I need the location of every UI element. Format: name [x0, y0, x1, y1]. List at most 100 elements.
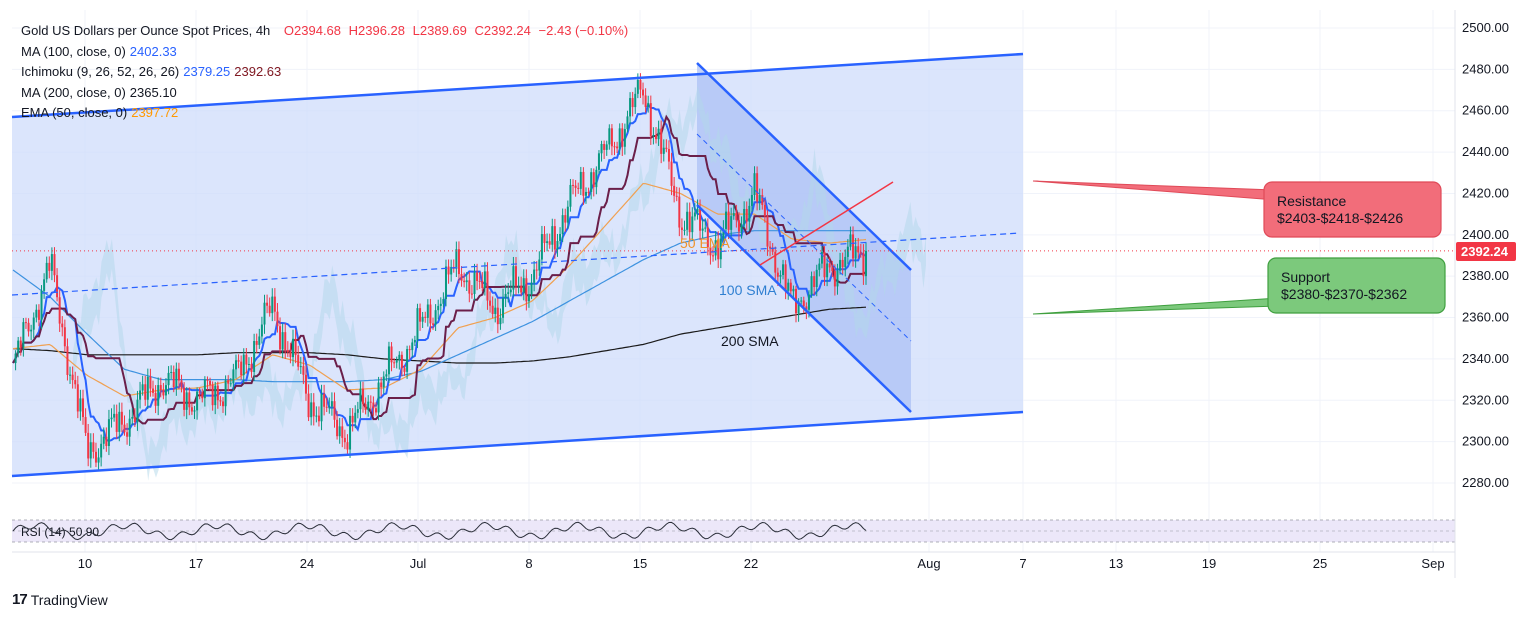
candle-body — [17, 340, 20, 354]
y-tick-label: 2420.00 — [1462, 185, 1509, 200]
candle-body — [27, 322, 30, 332]
indicator-label: MA (200, close, 0) — [21, 84, 126, 100]
candle-body — [30, 329, 33, 332]
candle-body — [107, 419, 110, 447]
y-tick-label: 2480.00 — [1462, 61, 1509, 76]
candle-body — [323, 393, 326, 407]
axes: 2500.00 2480.00 2460.00 2440.00 2420.00 2400.… — [12, 10, 1509, 578]
candle-body — [429, 304, 432, 324]
x-tick-label: Aug — [917, 556, 940, 571]
symbol-title[interactable]: Gold US Dollars per Ounce Spot Prices, 4… — [21, 23, 271, 38]
indicator-value: 2402.33 — [129, 43, 177, 59]
candle-body — [654, 134, 657, 140]
candle-body — [387, 346, 390, 375]
candle-body — [712, 255, 715, 257]
candle-body — [483, 271, 486, 288]
ema50-label: 50 EMA — [680, 235, 730, 251]
candle-body — [507, 292, 510, 294]
y-tick-label: 2380.00 — [1462, 268, 1509, 283]
candle-body — [590, 172, 593, 192]
candle-body — [69, 374, 72, 376]
resistance-box — [1263, 181, 1442, 238]
indicator-row[interactable]: MA (200, close, 0) 2365.10 — [21, 83, 628, 104]
resistance-levels: $2403-$2418-$2426 — [1277, 210, 1403, 226]
candle-body — [53, 254, 56, 276]
indicator-row[interactable]: MA (100, close, 0) 2402.33 — [21, 42, 628, 63]
candle-body — [211, 384, 214, 406]
candle-body — [250, 364, 253, 372]
candle-body — [724, 211, 727, 229]
candle-body — [317, 415, 320, 422]
candle-body — [180, 380, 183, 388]
candle-body — [393, 362, 396, 364]
candle-body — [141, 384, 144, 391]
candle-body — [826, 263, 829, 278]
candle-body — [553, 226, 556, 250]
candle-body — [273, 296, 276, 312]
candle-body — [369, 401, 372, 403]
candle-body — [460, 274, 463, 281]
candle-body — [597, 153, 600, 170]
candle-body — [193, 410, 196, 412]
candle-body — [533, 269, 536, 283]
candle-body — [219, 400, 222, 402]
candle-body — [292, 338, 295, 358]
candle-body — [209, 380, 212, 385]
candle-body — [268, 305, 271, 314]
sma200-label: 200 SMA — [721, 333, 779, 349]
candle-body — [629, 98, 632, 117]
annotations: 50 EMA 100 SMA 200 SMA — [680, 235, 779, 349]
candle-body — [144, 384, 147, 400]
candle-body — [58, 297, 61, 324]
candle-body — [608, 128, 611, 145]
channel-mid-line — [11, 232, 1021, 296]
price-tag-box — [1456, 242, 1516, 261]
candle-body — [548, 241, 551, 245]
indicator-row[interactable]: Ichimoku (9, 26, 52, 26, 26) 2379.25 2392.… — [21, 62, 628, 83]
candle-body — [190, 407, 193, 412]
candle-body — [315, 415, 318, 417]
desc-lower-line — [696, 204, 912, 413]
candle-body — [844, 256, 847, 268]
candle-body — [642, 89, 645, 96]
candle-body — [299, 366, 302, 368]
candle-body — [546, 241, 549, 244]
indicator-row[interactable]: EMA (50, close, 0) 2397.72 — [21, 103, 628, 124]
ohlc-close: C2392.24 — [474, 23, 531, 38]
candle-body — [854, 246, 857, 259]
candle-body — [159, 385, 162, 391]
candle-body — [201, 392, 204, 399]
candle-body — [457, 249, 460, 275]
sma200-line — [12, 306, 867, 364]
candle-body — [66, 346, 69, 375]
kijun-line — [12, 114, 867, 425]
candle-body — [486, 271, 489, 301]
candle-body — [40, 290, 43, 320]
candle-body — [100, 443, 103, 458]
candle-body — [828, 263, 831, 268]
candle-body — [833, 271, 836, 287]
candle-body — [644, 95, 647, 107]
candle-body — [398, 354, 401, 361]
indicator-legend: MA (100, close, 0) 2402.33 Ichimoku (9, 26… — [21, 42, 628, 124]
y-tick-label: 2340.00 — [1462, 351, 1509, 366]
indicator-value: 2365.10 — [129, 84, 177, 100]
candle-body — [636, 79, 639, 94]
y-tick-label: 2360.00 — [1462, 310, 1509, 325]
candle-body — [102, 436, 105, 444]
candle-body — [763, 204, 766, 217]
candle-body — [756, 173, 759, 202]
candle-body — [535, 269, 538, 271]
candle-body — [748, 205, 751, 222]
rsi-pane: RSI (14) 50.90 — [12, 519, 1455, 543]
candle-body — [579, 171, 582, 189]
candle-body — [776, 272, 779, 277]
candle-body — [343, 437, 346, 443]
candle-body — [341, 426, 344, 438]
candle-body — [468, 280, 471, 294]
tradingview-brand[interactable]: 17 TradingView — [12, 591, 108, 608]
x-tick-label: 15 — [633, 556, 647, 571]
candle-body — [245, 354, 248, 365]
candle-body — [123, 424, 126, 433]
